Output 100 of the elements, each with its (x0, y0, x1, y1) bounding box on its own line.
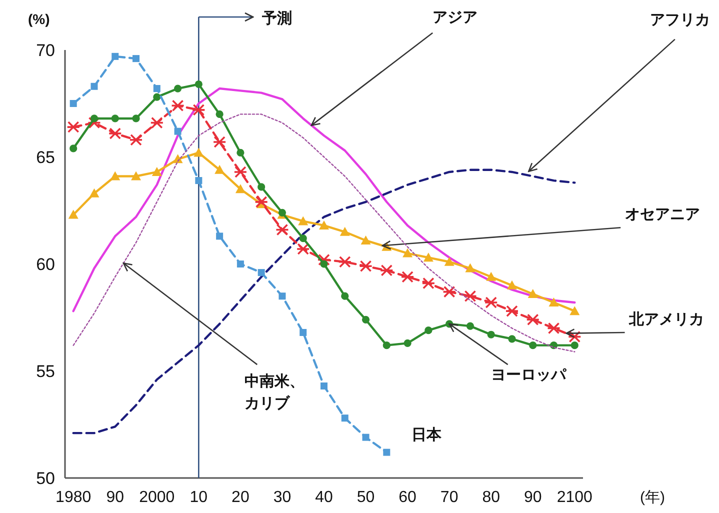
point (338, 256, 352, 268)
point (463, 290, 478, 302)
xtick: 10 (190, 489, 208, 506)
point (192, 104, 206, 116)
ytick: 60 (36, 255, 55, 274)
point (153, 85, 160, 92)
point (486, 272, 496, 281)
ytick: 55 (36, 362, 55, 381)
point (296, 243, 310, 255)
xtick: 60 (398, 489, 416, 506)
point (70, 100, 77, 107)
point (466, 322, 474, 330)
point (319, 220, 329, 230)
xtick: 20 (232, 489, 250, 506)
point (70, 144, 78, 152)
point (341, 414, 348, 422)
point (320, 260, 328, 268)
point (90, 114, 98, 122)
point (362, 434, 370, 441)
point (108, 128, 122, 140)
point (402, 248, 413, 258)
point (278, 208, 286, 216)
point (194, 80, 202, 88)
point (444, 256, 454, 266)
point (570, 306, 580, 316)
point (298, 216, 308, 226)
xtick: 2000 (139, 489, 175, 506)
point (112, 52, 119, 60)
series-label: ヨーロッパ (491, 366, 566, 384)
point (487, 330, 495, 338)
xtick: 2100 (556, 489, 592, 506)
point (526, 314, 540, 326)
ytick: 70 (36, 41, 55, 60)
point (299, 234, 307, 242)
point (400, 270, 414, 283)
point (132, 55, 140, 62)
point (505, 305, 519, 317)
point (87, 116, 102, 129)
point (360, 235, 371, 244)
xtick: 70 (440, 489, 458, 506)
point (132, 114, 140, 122)
point (340, 226, 350, 236)
point (236, 148, 244, 157)
point (423, 252, 434, 262)
point (442, 286, 456, 298)
point (528, 288, 538, 298)
ref-label: 予測 (262, 10, 292, 27)
point (424, 326, 432, 334)
xtick: 50 (356, 489, 375, 506)
point (174, 128, 182, 135)
point (404, 339, 412, 347)
point (216, 232, 224, 240)
point (383, 448, 390, 456)
point (570, 342, 578, 350)
point (362, 316, 370, 324)
xtick: 80 (482, 489, 500, 506)
point (89, 188, 100, 198)
point (254, 196, 268, 208)
point (546, 322, 561, 334)
ytick: 50 (36, 469, 55, 488)
series-label: アフリカ (650, 11, 710, 28)
point (129, 134, 143, 146)
series-label: オセアニア (624, 206, 700, 224)
point (465, 263, 476, 272)
point (278, 292, 286, 300)
xtick: 40 (315, 489, 333, 506)
point (150, 116, 164, 129)
point (66, 121, 80, 133)
point (380, 264, 394, 276)
xtick: 1980 (56, 489, 92, 506)
ytick: 65 (36, 148, 55, 167)
point (568, 330, 582, 343)
point (194, 148, 204, 157)
series-label: 北アメリカ (628, 310, 704, 328)
point (90, 82, 98, 90)
point (506, 280, 517, 290)
point (131, 171, 142, 180)
point (275, 224, 290, 236)
point (320, 382, 328, 390)
point (152, 166, 162, 176)
point (216, 110, 224, 118)
point (153, 93, 161, 101)
point (236, 260, 244, 268)
point (422, 277, 436, 290)
point (341, 292, 349, 300)
point (382, 342, 390, 350)
series-label: 日本 (412, 426, 442, 444)
xtick: 90 (106, 489, 124, 506)
point (234, 166, 248, 178)
series-label: 中南米、カリブ (244, 372, 305, 412)
ylabel: (%) (28, 11, 50, 27)
point (212, 136, 226, 148)
point (258, 183, 266, 191)
series-label: アジア (432, 9, 478, 26)
point (214, 164, 225, 174)
point (548, 298, 559, 307)
xtick: 30 (273, 489, 292, 506)
xtick: 90 (524, 489, 542, 506)
point (170, 100, 185, 112)
point (484, 296, 498, 308)
